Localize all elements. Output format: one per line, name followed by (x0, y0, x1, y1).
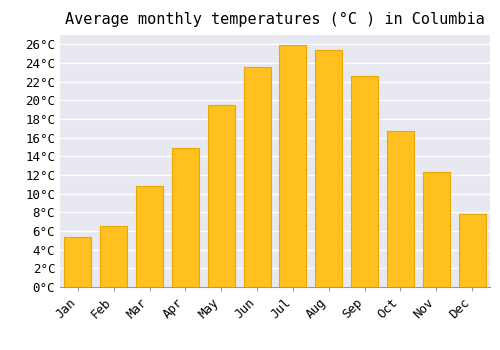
Title: Average monthly temperatures (°C ) in Columbia: Average monthly temperatures (°C ) in Co… (65, 12, 485, 27)
Bar (458, 214, 485, 287)
Bar (316, 50, 342, 287)
Bar (423, 172, 450, 287)
Bar (208, 105, 234, 287)
Bar (136, 186, 163, 287)
Bar (100, 226, 127, 287)
Bar (387, 131, 414, 287)
Bar (351, 76, 378, 287)
Bar (280, 45, 306, 287)
Bar (244, 67, 270, 287)
Bar (64, 237, 92, 287)
Bar (172, 148, 199, 287)
